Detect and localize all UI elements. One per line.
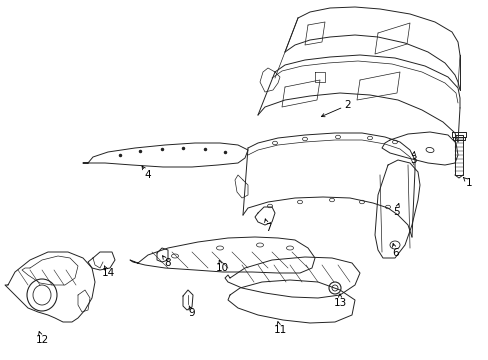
Text: 3: 3 bbox=[409, 155, 415, 165]
Text: 2: 2 bbox=[344, 100, 350, 110]
Text: 8: 8 bbox=[164, 258, 171, 268]
Text: 5: 5 bbox=[392, 207, 399, 217]
Text: 13: 13 bbox=[333, 298, 346, 308]
Text: 7: 7 bbox=[264, 223, 271, 233]
Text: 9: 9 bbox=[188, 308, 195, 318]
Text: 1: 1 bbox=[465, 178, 471, 188]
Text: 11: 11 bbox=[273, 325, 286, 335]
Text: 12: 12 bbox=[35, 335, 48, 345]
Text: 4: 4 bbox=[144, 170, 151, 180]
Text: 14: 14 bbox=[101, 268, 114, 278]
Text: 10: 10 bbox=[215, 263, 228, 273]
Text: 6: 6 bbox=[392, 248, 399, 258]
